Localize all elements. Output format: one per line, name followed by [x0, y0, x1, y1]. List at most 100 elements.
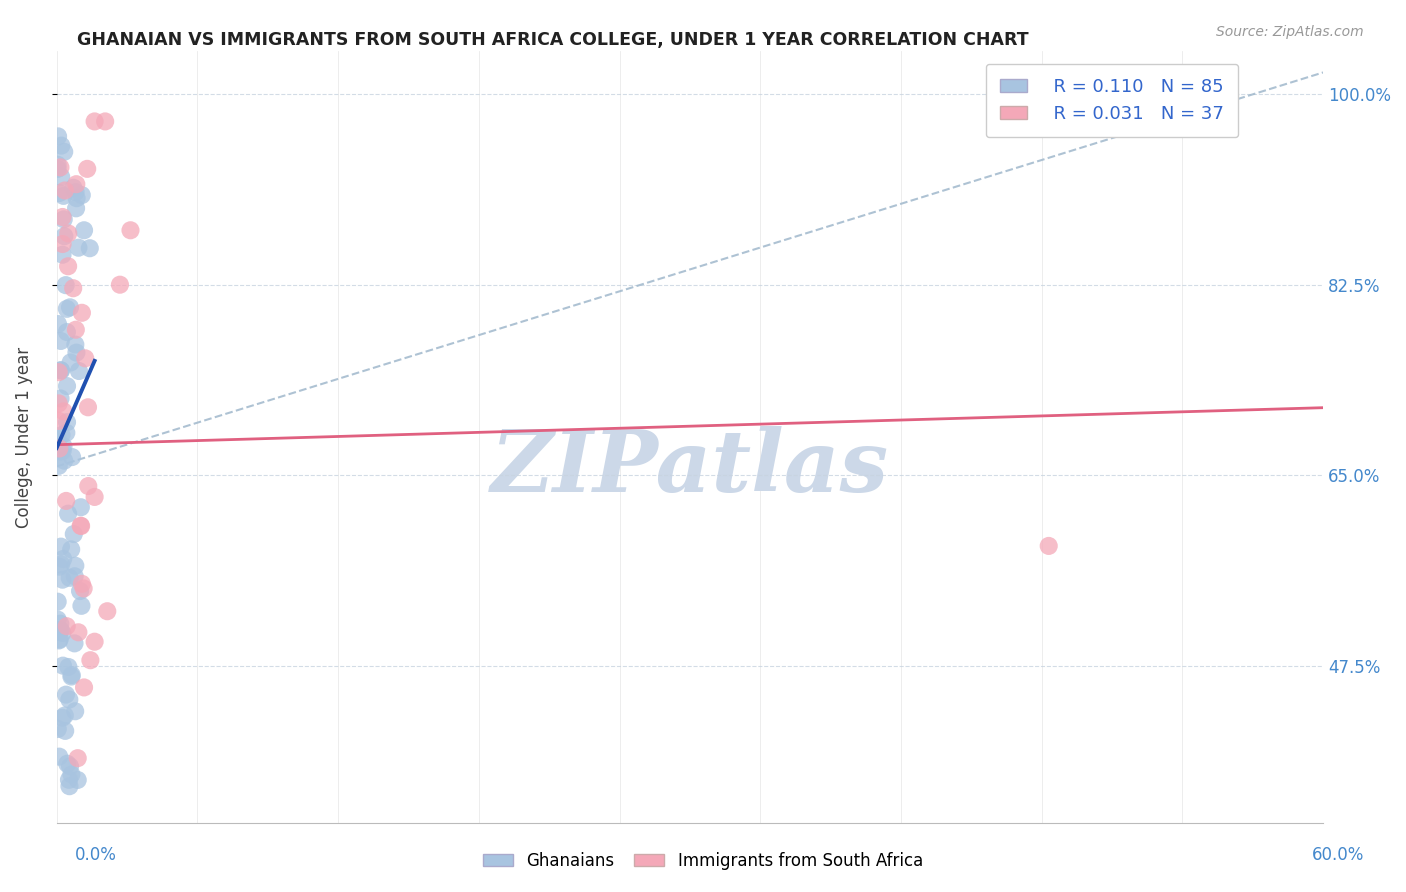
Point: [70, 306, 93, 320]
Point: [51, 169, 73, 184]
Point: [53, 229, 76, 244]
Point: [70, 188, 93, 202]
Point: [56, 507, 79, 521]
Point: [52, 439, 75, 453]
Point: [48, 749, 70, 764]
Point: [56, 260, 79, 274]
Point: [65, 337, 87, 351]
Point: [65, 202, 87, 216]
Point: [120, 223, 142, 237]
Point: [58, 692, 80, 706]
Point: [62, 181, 84, 195]
Point: [48, 633, 70, 648]
Point: [53, 453, 76, 467]
Point: [52, 404, 75, 418]
Point: [59, 759, 82, 773]
Point: [77, 479, 100, 493]
Point: [73, 681, 96, 695]
Text: GHANAIAN VS IMMIGRANTS FROM SOUTH AFRICA COLLEGE, UNDER 1 YEAR CORRELATION CHART: GHANAIAN VS IMMIGRANTS FROM SOUTH AFRICA…: [77, 31, 1029, 49]
Point: [56, 301, 79, 316]
Point: [77, 401, 100, 415]
Point: [79, 653, 101, 667]
Point: [48, 414, 70, 428]
Point: [96, 604, 118, 618]
Point: [48, 186, 70, 200]
Point: [49, 161, 72, 175]
Point: [70, 599, 93, 613]
Point: [65, 191, 87, 205]
Point: [70, 519, 93, 533]
Point: [1038, 539, 1060, 553]
Point: [51, 138, 73, 153]
Text: 0.0%: 0.0%: [75, 846, 117, 863]
Point: [58, 779, 80, 793]
Point: [55, 278, 77, 293]
Point: [60, 668, 83, 682]
Point: [60, 767, 83, 781]
Point: [70, 576, 93, 591]
Point: [55, 688, 77, 702]
Point: [62, 527, 84, 541]
Point: [49, 334, 72, 348]
Point: [65, 558, 87, 573]
Point: [65, 323, 87, 337]
Point: [76, 161, 98, 176]
Point: [59, 355, 82, 369]
Point: [51, 558, 73, 572]
Point: [53, 708, 76, 723]
Point: [46, 432, 69, 446]
Point: [69, 518, 91, 533]
Point: [49, 616, 72, 631]
Point: [51, 210, 73, 224]
Point: [51, 428, 73, 442]
Point: [49, 623, 72, 637]
Point: [48, 396, 70, 410]
Point: [94, 114, 117, 128]
Point: [48, 624, 70, 639]
Point: [46, 158, 69, 172]
Point: [46, 161, 69, 176]
Point: [58, 772, 80, 787]
Point: [65, 345, 87, 359]
Point: [55, 494, 77, 508]
Point: [56, 325, 79, 339]
Point: [49, 363, 72, 377]
Point: [56, 756, 79, 771]
Text: 60.0%: 60.0%: [1312, 846, 1365, 863]
Text: ZIPatlas: ZIPatlas: [491, 426, 889, 509]
Point: [56, 379, 79, 393]
Point: [62, 281, 84, 295]
Text: Source: ZipAtlas.com: Source: ZipAtlas.com: [1216, 25, 1364, 39]
Point: [52, 552, 75, 566]
Point: [46, 722, 69, 736]
Point: [52, 212, 75, 227]
Point: [48, 365, 70, 379]
Point: [49, 444, 72, 458]
Point: [83, 490, 105, 504]
Point: [58, 660, 80, 674]
Point: [59, 571, 82, 585]
Point: [60, 669, 83, 683]
Point: [49, 392, 72, 406]
Point: [60, 542, 83, 557]
Point: [51, 248, 73, 262]
Point: [75, 351, 97, 366]
Point: [63, 569, 86, 583]
Point: [52, 658, 75, 673]
Point: [53, 723, 76, 738]
Point: [108, 277, 131, 292]
Point: [49, 624, 72, 638]
Point: [52, 443, 75, 458]
Point: [49, 540, 72, 554]
Point: [63, 636, 86, 650]
Point: [48, 559, 70, 574]
Point: [46, 595, 69, 609]
Point: [48, 632, 70, 647]
Point: [72, 582, 94, 596]
Point: [63, 704, 86, 718]
Point: [53, 145, 76, 159]
Legend:   R = 0.110   N = 85,   R = 0.031   N = 37: R = 0.110 N = 85, R = 0.031 N = 37: [986, 63, 1239, 137]
Point: [49, 363, 72, 377]
Legend: Ghanaians, Immigrants from South Africa: Ghanaians, Immigrants from South Africa: [477, 846, 929, 877]
Point: [67, 625, 90, 640]
